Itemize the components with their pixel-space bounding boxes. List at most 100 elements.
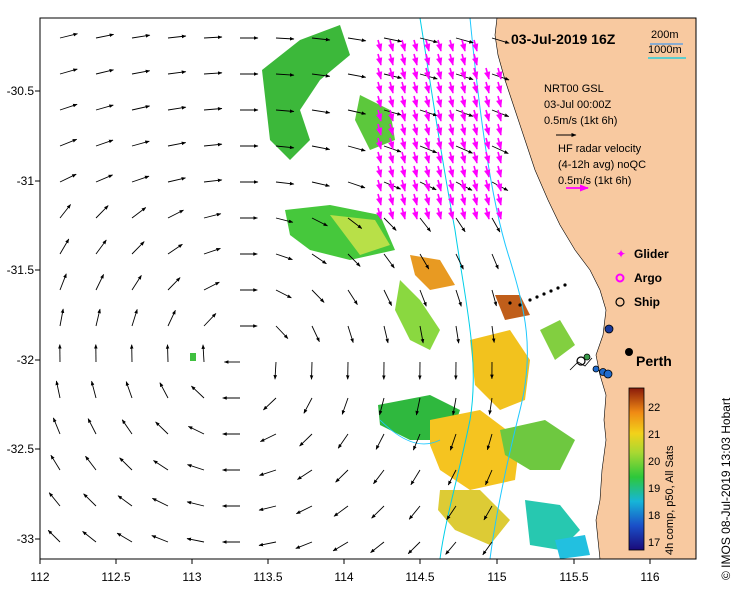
current-vector (335, 469, 349, 483)
radar-vector (472, 123, 479, 136)
y-tick-label: -33 (17, 532, 35, 546)
current-vector (203, 71, 223, 75)
radar-vector (400, 165, 407, 178)
current-vector (455, 37, 474, 44)
sst-layer (190, 25, 590, 559)
radar-vector (412, 137, 419, 150)
current-vector (491, 289, 498, 307)
current-vector (347, 325, 354, 344)
hf-legend: HF radar velocity (4-12h avg) noQC 0.5m/… (558, 143, 646, 192)
x-tick-label: 112.5 (101, 570, 130, 584)
current-vector (383, 217, 397, 231)
radar-vector (424, 81, 431, 94)
current-vector (131, 69, 151, 75)
radar-vector (484, 151, 491, 164)
current-vector (201, 344, 206, 363)
radar-vector (424, 123, 431, 136)
x-tick-label: 115.5 (559, 570, 588, 584)
current-vector (412, 433, 421, 451)
radar-vector (472, 53, 479, 66)
current-vector (167, 243, 183, 255)
radar-vector (460, 123, 467, 136)
current-vector (95, 205, 109, 219)
radar-vector (412, 53, 419, 66)
radar-vector (496, 81, 503, 94)
current-vector (131, 34, 151, 39)
radar-vector (448, 193, 455, 206)
svg-text:22: 22 (648, 402, 660, 414)
current-vector (295, 541, 313, 549)
current-vector (203, 281, 220, 291)
radar-vector (424, 137, 431, 150)
current-vector (131, 207, 147, 219)
radar-vector (412, 207, 419, 220)
radar-vector (472, 109, 479, 122)
radar-vector (424, 53, 431, 66)
radar-vector (424, 151, 431, 164)
radar-vector (424, 193, 431, 206)
radar-vector (424, 179, 431, 192)
radar-vector (436, 165, 443, 178)
radar-vector (460, 109, 467, 122)
current-vector (483, 505, 493, 521)
radar-vector (412, 165, 419, 178)
svg-text:HF radar velocity: HF radar velocity (558, 143, 642, 155)
current-vector (419, 289, 427, 307)
current-vector (95, 68, 114, 75)
radar-vector (388, 123, 395, 136)
current-vector (371, 505, 385, 519)
current-vector (47, 529, 61, 543)
svg-text:200m: 200m (651, 29, 679, 41)
radar-vector (436, 179, 443, 192)
current-vector (447, 469, 457, 486)
current-vector (383, 289, 393, 307)
current-vector (275, 109, 295, 113)
current-vector (116, 532, 133, 543)
radar-vector (376, 81, 383, 94)
ship-markers (576, 324, 614, 379)
current-vector (455, 253, 464, 270)
radar-vector (448, 95, 455, 108)
current-vector (95, 139, 114, 147)
radar-vector (496, 207, 503, 220)
radar-vector (496, 67, 503, 80)
current-vector (259, 433, 277, 443)
radar-vector (424, 95, 431, 108)
radar-vector (412, 151, 419, 164)
credit-label: © IMOS 08-Jul-2019 13:03 Hobart (719, 397, 733, 580)
current-vector (153, 460, 169, 471)
gsl-legend: NRT00 GSL 03-Jul 00:00Z 0.5m/s (1kt 6h) (544, 83, 617, 137)
radar-vector (412, 39, 419, 52)
radar-vector (448, 53, 455, 66)
radar-vector (448, 109, 455, 122)
radar-vector (496, 179, 503, 192)
x-tick-label: 112 (30, 570, 49, 584)
radar-vector (436, 67, 443, 80)
current-vector (186, 537, 205, 543)
y-tick-label: -31.5 (7, 263, 35, 277)
radar-vector (448, 67, 455, 80)
current-vector (273, 361, 278, 380)
radar-vector (460, 207, 467, 220)
isobath-legend: 200m 1000m (648, 29, 686, 59)
current-vector (419, 37, 438, 44)
current-vector (90, 380, 97, 399)
map-title: 03-Jul-2019 16Z (511, 31, 616, 47)
x-tick-label: 116 (640, 570, 659, 584)
radar-vector (388, 39, 395, 52)
y-tick-label: -32 (17, 353, 35, 367)
current-vector (275, 36, 295, 41)
current-vector (59, 238, 70, 255)
current-vector (347, 37, 367, 42)
radar-vector (388, 151, 395, 164)
svg-text:NRT00 GSL: NRT00 GSL (544, 83, 604, 95)
radar-vector (376, 179, 383, 192)
radar-vector (484, 207, 491, 220)
current-vector (95, 174, 114, 183)
current-vector (59, 138, 78, 147)
current-vector (55, 380, 61, 399)
current-vector (333, 505, 349, 517)
current-vector (167, 309, 176, 327)
current-vector (131, 275, 142, 291)
radar-vector (460, 67, 467, 80)
